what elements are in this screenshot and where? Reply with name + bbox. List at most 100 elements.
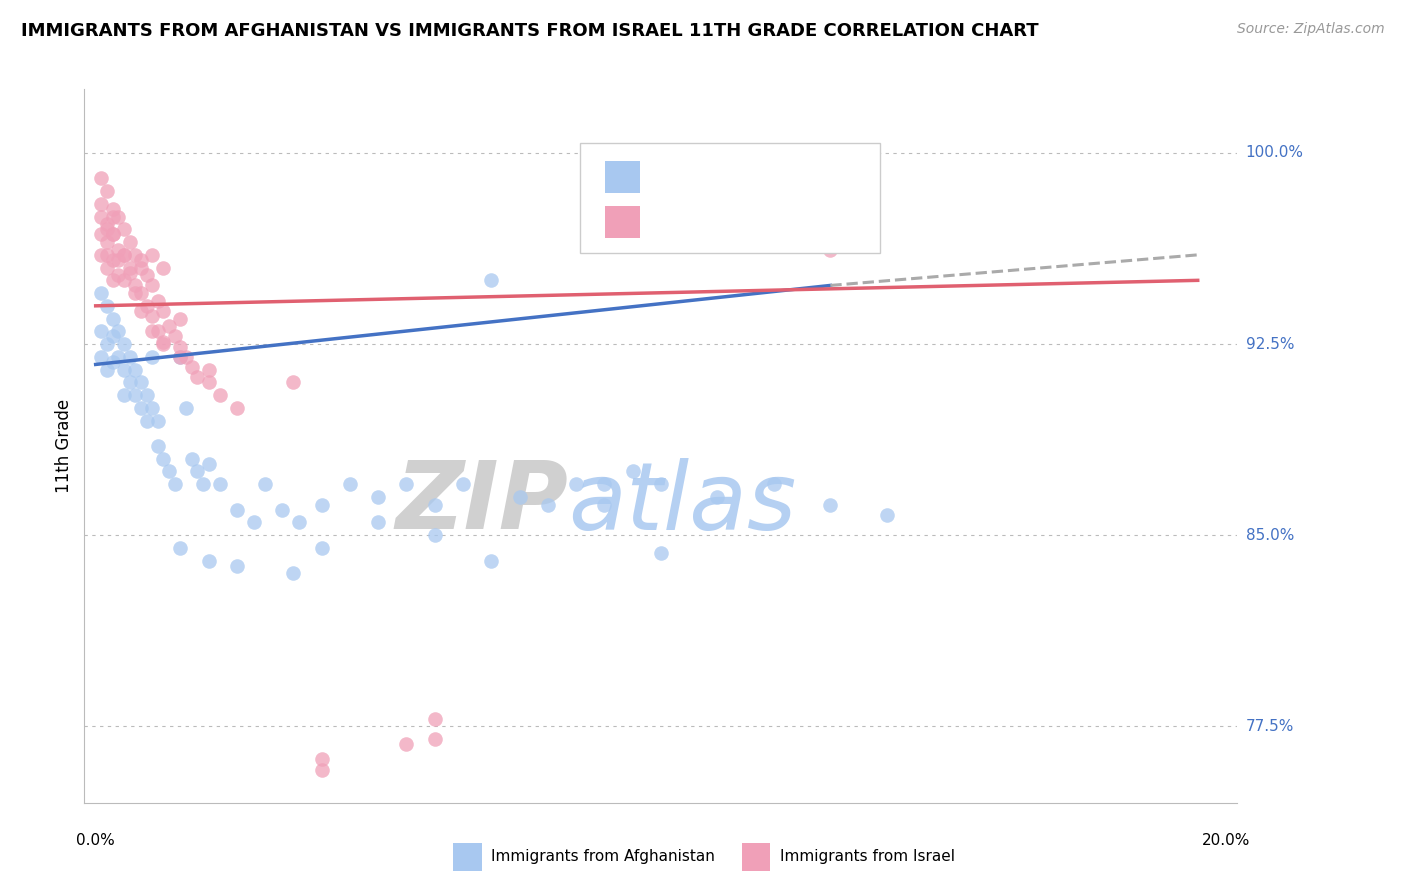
Text: Immigrants from Israel: Immigrants from Israel bbox=[779, 849, 955, 863]
Point bbox=[101, 329, 124, 343]
Text: IMMIGRANTS FROM AFGHANISTAN VS IMMIGRANTS FROM ISRAEL 11TH GRADE CORRELATION CHA: IMMIGRANTS FROM AFGHANISTAN VS IMMIGRANT… bbox=[21, 22, 1039, 40]
Point bbox=[169, 340, 191, 354]
Point bbox=[163, 329, 186, 343]
Point bbox=[90, 197, 112, 211]
Point bbox=[288, 516, 311, 530]
Point bbox=[141, 324, 163, 338]
Point bbox=[565, 477, 588, 491]
Point bbox=[820, 498, 842, 512]
Point bbox=[152, 337, 174, 351]
Point bbox=[479, 554, 502, 568]
Point bbox=[96, 184, 118, 198]
Point bbox=[90, 324, 112, 338]
Point bbox=[112, 362, 135, 376]
Point bbox=[876, 508, 898, 522]
Point bbox=[367, 490, 389, 504]
Text: 92.5%: 92.5% bbox=[1246, 336, 1294, 351]
Point bbox=[621, 465, 644, 479]
Point bbox=[101, 273, 124, 287]
Point bbox=[311, 541, 333, 555]
Point bbox=[101, 252, 124, 267]
Point bbox=[141, 401, 163, 415]
Point bbox=[180, 451, 202, 466]
Point bbox=[174, 401, 197, 415]
Point bbox=[129, 401, 152, 415]
Point bbox=[706, 490, 728, 504]
Point bbox=[141, 248, 163, 262]
Point bbox=[650, 477, 672, 491]
Point bbox=[593, 477, 616, 491]
Point bbox=[186, 370, 208, 384]
Point bbox=[367, 516, 389, 530]
Point bbox=[226, 401, 249, 415]
Point bbox=[141, 350, 163, 364]
Point bbox=[311, 763, 333, 777]
Point bbox=[112, 222, 135, 236]
Point bbox=[124, 362, 146, 376]
Text: 0.024: 0.024 bbox=[693, 213, 745, 231]
Point bbox=[90, 248, 112, 262]
Point bbox=[169, 311, 191, 326]
Point bbox=[96, 217, 118, 231]
Text: 85.0%: 85.0% bbox=[1246, 528, 1294, 542]
Point bbox=[90, 171, 112, 186]
Point bbox=[423, 528, 446, 542]
Point bbox=[129, 286, 152, 301]
FancyBboxPatch shape bbox=[606, 206, 640, 238]
Text: 68: 68 bbox=[773, 168, 797, 186]
Point bbox=[90, 286, 112, 301]
Point bbox=[311, 498, 333, 512]
Point bbox=[124, 388, 146, 402]
Point bbox=[112, 388, 135, 402]
Point bbox=[174, 350, 197, 364]
Point bbox=[107, 268, 129, 283]
Text: 20.0%: 20.0% bbox=[1202, 833, 1250, 848]
Point bbox=[118, 376, 141, 390]
Point bbox=[90, 350, 112, 364]
Point bbox=[124, 248, 146, 262]
Point bbox=[169, 541, 191, 555]
Text: 66: 66 bbox=[773, 213, 797, 231]
Text: ZIP: ZIP bbox=[395, 457, 568, 549]
Point bbox=[124, 278, 146, 293]
Point bbox=[107, 243, 129, 257]
Point bbox=[197, 376, 219, 390]
Point bbox=[90, 210, 112, 224]
Point bbox=[197, 457, 219, 471]
Point bbox=[243, 516, 266, 530]
Point bbox=[129, 304, 152, 318]
Point bbox=[96, 299, 118, 313]
Point bbox=[96, 362, 118, 376]
Point bbox=[157, 319, 180, 334]
Point bbox=[186, 465, 208, 479]
Point bbox=[311, 752, 333, 766]
Text: 77.5%: 77.5% bbox=[1246, 719, 1294, 734]
Point bbox=[107, 252, 129, 267]
Point bbox=[129, 252, 152, 267]
Point bbox=[271, 502, 294, 516]
Point bbox=[762, 477, 785, 491]
Point bbox=[451, 477, 474, 491]
Point bbox=[226, 558, 249, 573]
Point bbox=[101, 227, 124, 242]
FancyBboxPatch shape bbox=[606, 161, 640, 193]
Point bbox=[101, 210, 124, 224]
Point bbox=[169, 350, 191, 364]
Point bbox=[146, 324, 169, 338]
Point bbox=[152, 334, 174, 349]
Point bbox=[146, 439, 169, 453]
Point bbox=[152, 260, 174, 275]
Point bbox=[163, 477, 186, 491]
Point bbox=[135, 413, 157, 427]
Point bbox=[593, 498, 616, 512]
Point bbox=[112, 248, 135, 262]
Point bbox=[208, 477, 231, 491]
Point bbox=[107, 324, 129, 338]
Point bbox=[197, 554, 219, 568]
Text: Immigrants from Afghanistan: Immigrants from Afghanistan bbox=[491, 849, 716, 863]
Point bbox=[101, 311, 124, 326]
Point bbox=[96, 222, 118, 236]
Point bbox=[254, 477, 277, 491]
Point bbox=[129, 260, 152, 275]
Point bbox=[180, 359, 202, 374]
